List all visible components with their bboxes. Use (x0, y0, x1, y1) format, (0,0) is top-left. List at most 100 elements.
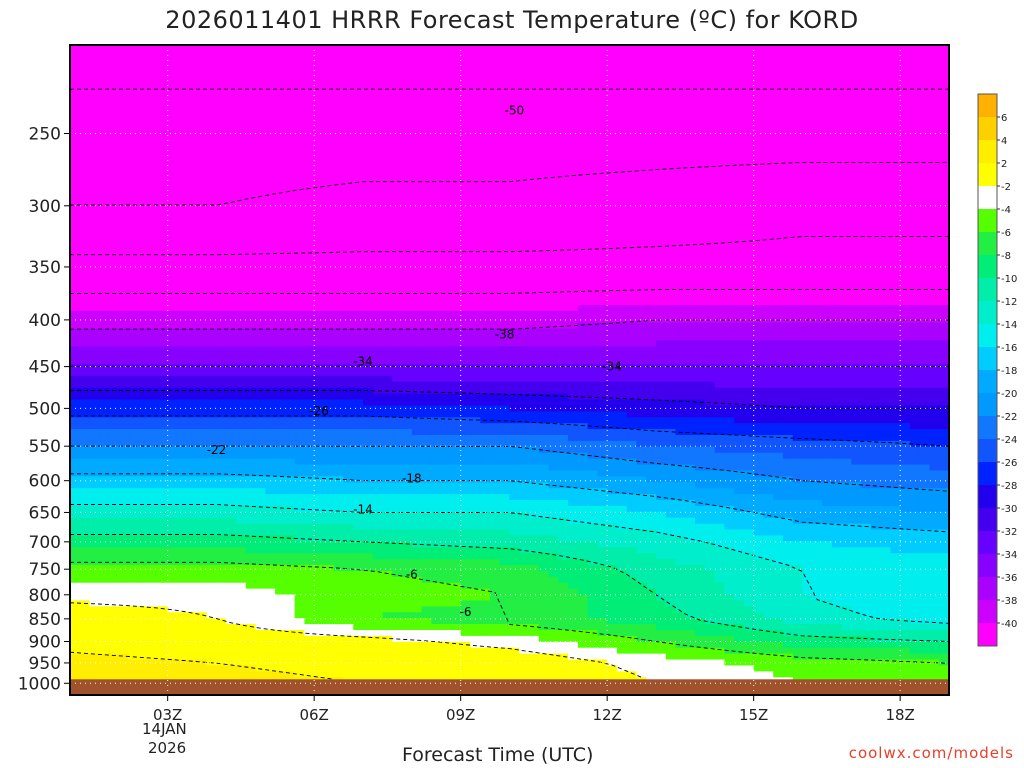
field-cell (70, 127, 81, 135)
field-cell (568, 216, 579, 223)
field-cell (616, 151, 628, 158)
field-cell (392, 251, 403, 259)
field-cell (441, 45, 452, 52)
field-cell (763, 204, 774, 212)
field-cell (734, 257, 745, 265)
field-cell (314, 98, 325, 105)
field-cell (695, 198, 706, 206)
field-cell (861, 269, 872, 277)
field-cell (519, 121, 530, 129)
field-cell (675, 305, 686, 312)
field-cell (704, 151, 716, 158)
field-cell (411, 127, 423, 135)
field-cell (616, 186, 628, 194)
field-cell (314, 316, 325, 324)
field-cell (304, 104, 315, 111)
field-cell (568, 180, 579, 188)
field-cell (704, 310, 716, 318)
field-cell (402, 352, 413, 359)
field-cell (157, 305, 169, 312)
field-cell (538, 299, 550, 306)
field-cell (568, 281, 579, 288)
field-cell (851, 80, 862, 87)
field-cell (939, 245, 949, 253)
field-cell (665, 287, 677, 294)
field-cell (851, 240, 862, 247)
field-cell (363, 305, 374, 312)
field-cell (714, 299, 725, 306)
field-cell (109, 334, 120, 342)
field-cell (802, 293, 813, 300)
field-cell (265, 74, 276, 82)
field-cell (187, 104, 198, 111)
field-cell (665, 104, 677, 111)
field-cell (236, 45, 247, 52)
field-cell (607, 186, 618, 194)
field-cell (167, 346, 179, 353)
field-cell (675, 293, 686, 300)
field-cell (275, 50, 286, 58)
field-cell (304, 98, 315, 105)
field-cell (929, 299, 940, 306)
field-cell (577, 257, 589, 265)
field-cell (392, 210, 403, 217)
field-cell (236, 151, 247, 158)
field-cell (519, 169, 530, 176)
field-cell (890, 68, 901, 76)
field-cell (919, 257, 931, 265)
field-cell (939, 257, 949, 265)
field-cell (568, 275, 579, 282)
field-cell (568, 80, 579, 87)
field-cell (460, 163, 472, 170)
field-cell (402, 364, 413, 371)
field-cell (421, 192, 432, 200)
field-cell (79, 50, 91, 58)
field-cell (587, 74, 598, 82)
field-cell (939, 175, 949, 182)
field-cell (597, 222, 608, 229)
field-cell (890, 56, 901, 64)
field-cell (470, 364, 481, 371)
field-cell (675, 68, 686, 76)
field-cell (499, 145, 511, 152)
field-cell (392, 257, 403, 265)
field-cell (333, 192, 345, 200)
field-cell (489, 275, 501, 282)
field-cell (695, 228, 706, 235)
field-cell (939, 86, 949, 93)
field-cell (275, 157, 286, 164)
field-cell (353, 257, 364, 265)
field-cell (402, 370, 413, 377)
field-cell (304, 269, 315, 277)
field-cell (333, 287, 345, 294)
field-cell (118, 169, 130, 176)
field-cell (743, 257, 755, 265)
field-cell (402, 92, 413, 99)
field-cell (460, 104, 472, 111)
field-cell (148, 169, 159, 176)
field-cell (265, 251, 276, 259)
field-cell (333, 346, 345, 353)
field-cell (773, 346, 784, 353)
field-cell (695, 257, 706, 265)
field-cell (870, 133, 882, 141)
field-cell (236, 340, 247, 347)
field-cell (626, 316, 638, 324)
field-cell (802, 310, 813, 318)
field-cell (841, 310, 852, 318)
field-cell (568, 293, 579, 300)
field-cell (558, 163, 569, 170)
field-cell (275, 228, 286, 235)
field-cell (411, 322, 423, 330)
field-cell (812, 192, 823, 200)
field-cell (831, 245, 843, 253)
field-cell (529, 216, 540, 223)
field-cell (372, 299, 384, 306)
field-cell (118, 198, 130, 206)
field-cell (323, 98, 335, 105)
field-cell (548, 204, 559, 212)
field-cell (802, 50, 813, 58)
field-cell (255, 104, 266, 111)
field-cell (157, 216, 169, 223)
field-cell (187, 310, 198, 318)
